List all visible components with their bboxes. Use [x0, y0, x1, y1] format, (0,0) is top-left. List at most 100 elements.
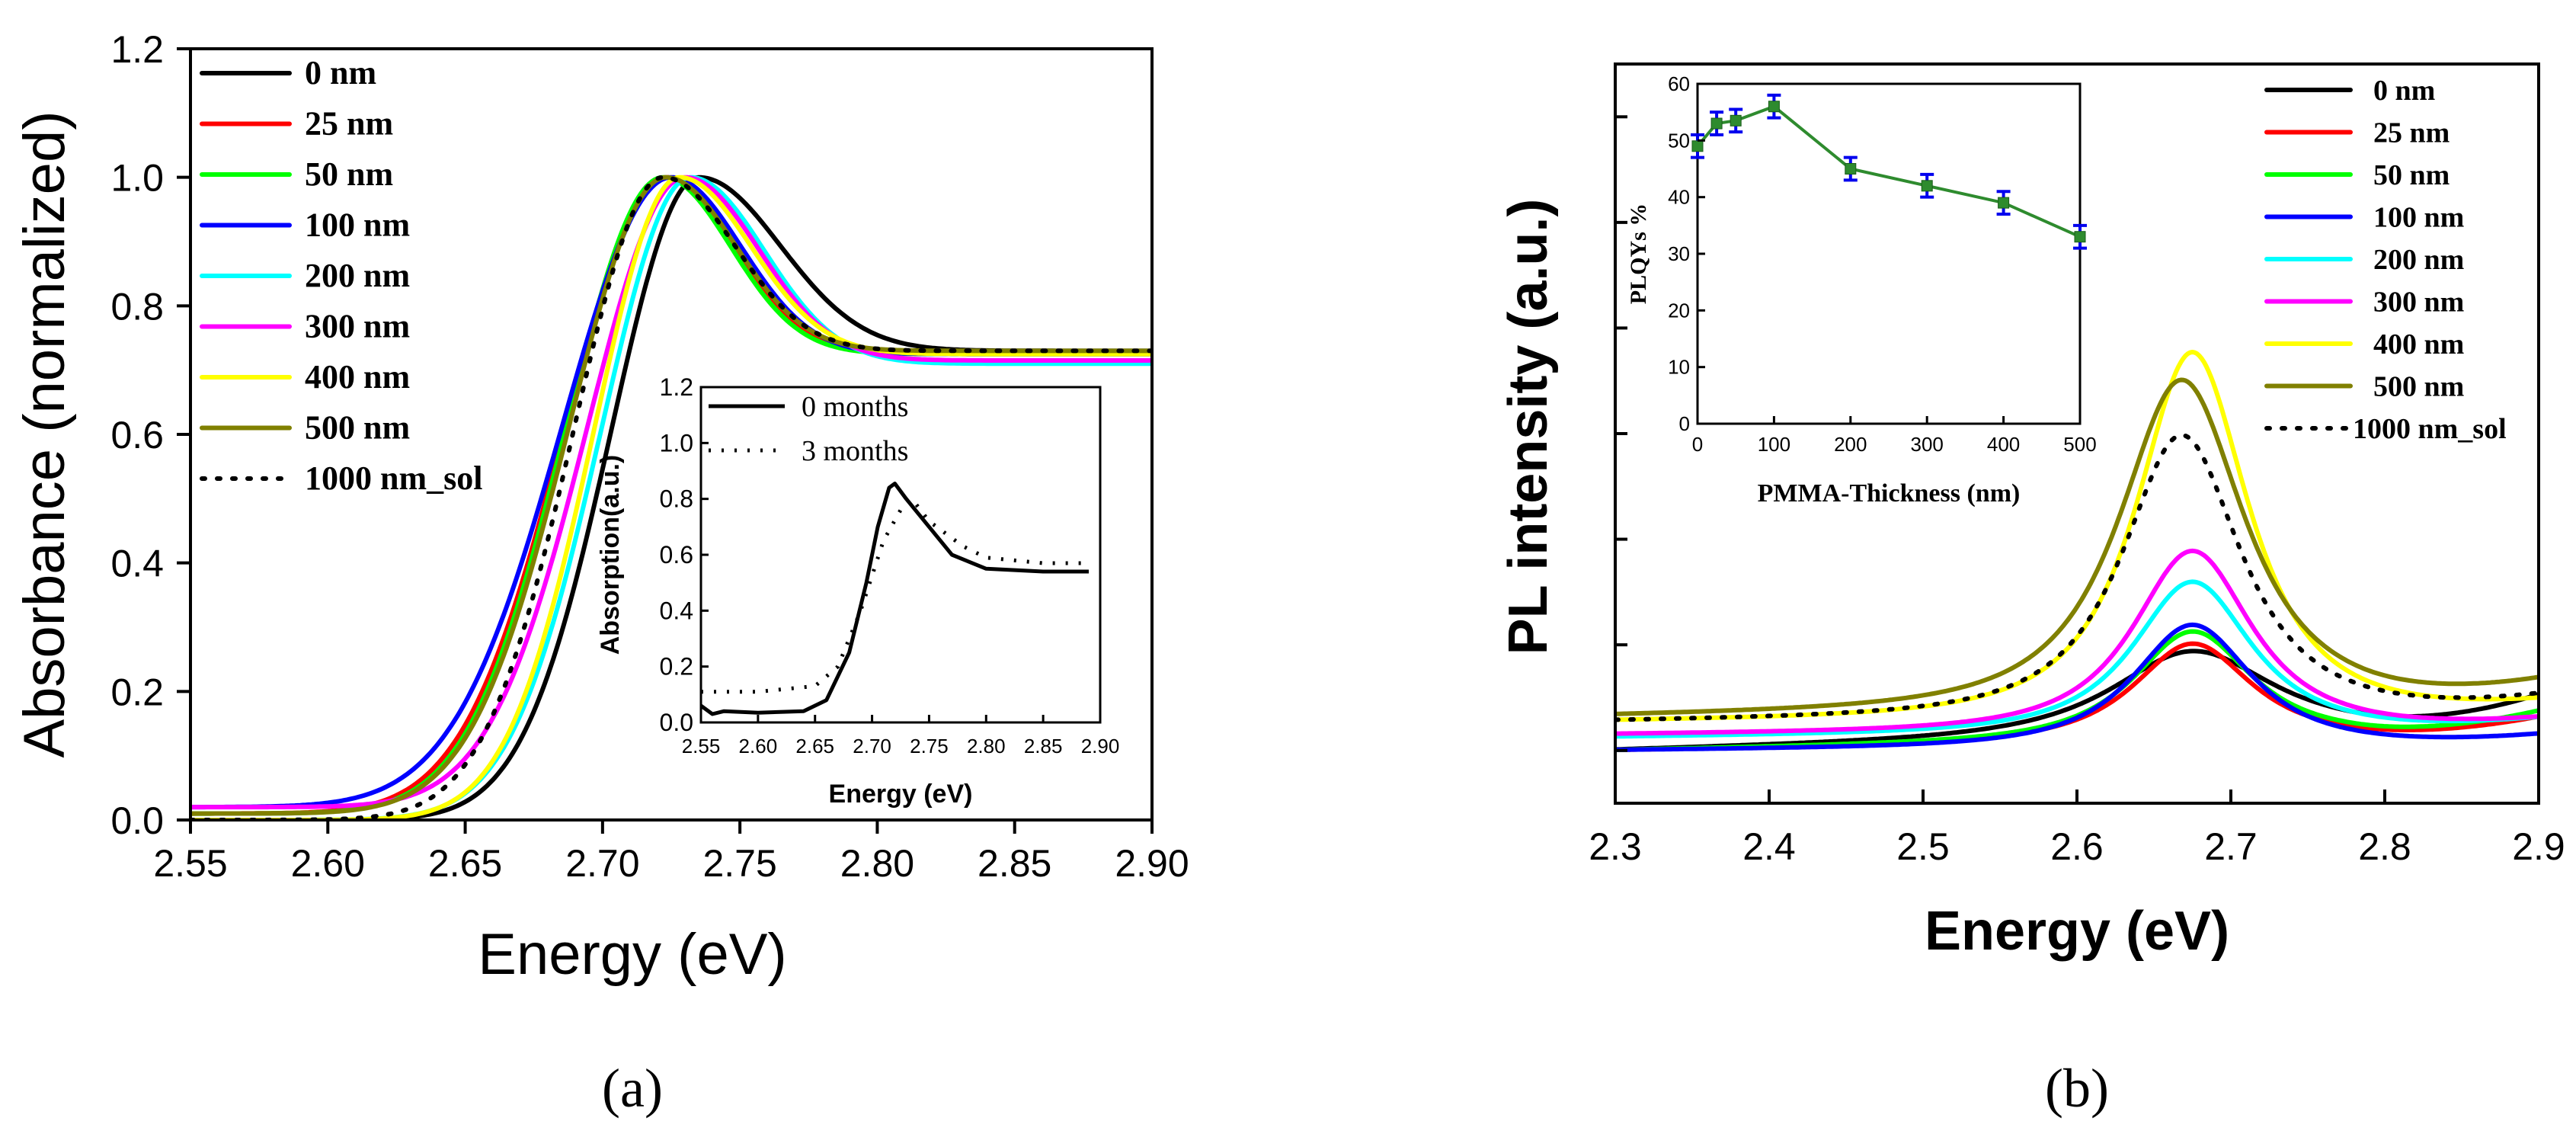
panel-a-y-tick-label: 0.6 [110, 414, 164, 456]
panel-b-inset-y-ticks: 0 10 20 30 40 50 60 [1668, 72, 1705, 435]
panel-b-legend: 0 nm 25 nm 50 nm 100 nm 200 nm 300 nm 400 nm 50… [2264, 75, 2507, 445]
panel-b-inset-x-tick-label: 400 [1987, 433, 2020, 456]
panel-a-y-ticks: 0.0 0.2 0.4 0.6 0.8 1.0 1.2 [110, 28, 190, 842]
panel-a-x-axis-label: Energy (eV) [478, 922, 787, 987]
panel-b-series-100-nm-line [1615, 622, 2539, 752]
panel-b-x-axis-label: Energy (eV) [1925, 901, 2229, 962]
panel-a-inset: 2.55 2.60 2.65 2.70 2.75 2.80 2.85 2.90 0.00.20… [596, 373, 1119, 809]
panel-a-inset-x-ticks: 2.55 2.60 2.65 2.70 2.75 2.80 2.85 2.90 [682, 715, 1120, 757]
panel-a-inset-y-ticks: 0.0 0.2 0.4 0.6 0.8 1.0 1.2 [660, 373, 709, 736]
panel-a-legend-label: 100 nm [305, 207, 410, 244]
panel-a-caption: (a) [602, 1058, 663, 1119]
panel-a-inset-y-tick-label: 0.0 [660, 709, 693, 736]
panel-b-legend-label: 0 nm [2373, 75, 2435, 107]
panel-b-x-tick-label: 2.4 [1742, 825, 1796, 868]
panel-b-series-500-nm-line [1615, 377, 2539, 716]
panel-a-inset-y-tick-label: 0.8 [660, 485, 693, 513]
panel-b-legend-label: 300 nm [2373, 287, 2464, 319]
panel-b-inset-x-tick-label: 100 [1758, 433, 1790, 456]
panel-a-legend-label: 50 nm [305, 155, 393, 193]
panel-b-inset-x-ticks: 0 100 200 300 400 500 [1692, 416, 2097, 456]
panel-a-series-300-nm-line [190, 175, 1152, 810]
panel-b-inset-x-tick-label: 0 [1692, 433, 1703, 456]
panel-b-inset-y-tick-label: 60 [1668, 72, 1690, 95]
panel-b-y-ticks [1615, 115, 1627, 752]
panel-a-y-tick-label: 1.0 [110, 157, 164, 200]
panel-b-inset-data-point [1691, 140, 1704, 152]
panel-a-inset-curves [701, 482, 1089, 716]
panel-a-x-ticks: 2.55 2.60 2.65 2.70 2.75 2.80 2.85 2.90 [153, 820, 1189, 885]
panel-a-inset-x-tick-label: 2.80 [967, 735, 1006, 757]
panel-b-x-tick-label: 2.7 [2204, 825, 2258, 868]
panel-b-inset-frame [1696, 82, 2082, 425]
panel-a-x-tick-label: 2.75 [702, 842, 776, 885]
panel-b-legend-label: 100 nm [2373, 202, 2464, 234]
panel-a-x-tick-label: 2.70 [565, 842, 639, 885]
panel-a-inset-y-tick-label: 0.6 [660, 541, 693, 568]
panel-a-inset-y-tick-label: 1.0 [660, 429, 693, 456]
panel-b-inset-x-axis-label: PMMA-Thickness (nm) [1758, 479, 2021, 508]
panel-b-inset-y-tick-label: 20 [1668, 299, 1690, 322]
panel-b-caption: (b) [2045, 1058, 2109, 1119]
panel-a-legend-label: 400 nm [305, 358, 410, 396]
panel-b-legend-label: 400 nm [2373, 328, 2464, 360]
panel-b-series-1000-nm-sol-line [1615, 432, 2539, 722]
panel-a-inset-x-tick-label: 2.75 [910, 735, 949, 757]
panel-b-x-ticks: 2.3 2.4 2.5 2.6 2.7 2.8 2.9 [1589, 789, 2565, 868]
panel-a-legend: 0 nm 25 nm 50 nm 100 nm 200 nm 300 nm 400 nm 50… [200, 54, 482, 497]
panel-a-y-tick-label: 0.8 [110, 285, 164, 328]
panel-b-inset-y-axis-label: PLQYs % [1626, 203, 1651, 305]
panel-b-inset-data-point [1998, 197, 2010, 209]
panel-b-inset-x-tick-label: 200 [1834, 433, 1867, 456]
panel-a-inset-y-tick-label: 0.4 [660, 597, 693, 624]
panel-b-inset-x-tick-label: 500 [2063, 433, 2096, 456]
panel-a-x-tick-label: 2.85 [978, 842, 1051, 885]
panel-b-inset-data-point [2074, 231, 2086, 243]
panel-a-x-tick-label: 2.90 [1115, 842, 1189, 885]
panel-a-inset-frame [699, 386, 1102, 724]
panel-b-inset-data-point [1710, 117, 1723, 130]
panel-a-legend-label: 300 nm [305, 308, 410, 345]
panel-a-inset-legend-label: 0 months [802, 391, 908, 423]
panel-b-legend-label: 50 nm [2373, 159, 2450, 191]
panel-a-y-axis-label: Absorbance (normalized) [12, 110, 77, 757]
panel-a-inset-y-axis-label: Absorption(a.u.) [596, 455, 625, 655]
panel-b-inset-y-tick-label: 10 [1668, 356, 1690, 379]
panel-b-legend-label: 1000 nm_sol [2353, 413, 2507, 445]
panel-b-series-300-nm-line [1615, 548, 2539, 736]
panel-a-legend-label: 25 nm [305, 105, 393, 143]
panel-b-inset-data-point [1768, 101, 1780, 113]
panel-b-inset-data-point [1845, 163, 1857, 175]
panel-a-inset-y-tick-label: 1.2 [660, 373, 693, 401]
panel-a-inset-x-tick-label: 2.65 [795, 735, 834, 757]
panel-b-x-tick-label: 2.6 [2050, 825, 2104, 868]
panel-b-x-tick-label: 2.8 [2358, 825, 2411, 868]
panel-b-inset-plot [1691, 93, 2087, 250]
panel-b-series-200-nm-line [1615, 579, 2539, 739]
panel-a-y-tick-label: 0.2 [110, 671, 164, 713]
panel-b-x-tick-label: 2.9 [2512, 825, 2565, 868]
panel-a-inset-x-axis-label: Energy (eV) [829, 780, 973, 809]
panel-a-y-tick-label: 0.4 [110, 543, 164, 585]
panel-a-x-tick-label: 2.60 [291, 842, 365, 885]
panel-a-inset-x-tick-label: 2.90 [1081, 735, 1120, 757]
panel-a-inset-x-tick-label: 2.60 [739, 735, 778, 757]
panel-a-x-tick-label: 2.65 [428, 842, 502, 885]
panel-b: 2.3 2.4 2.5 2.6 2.7 2.8 2.9 Energy (eV) PL int… [1498, 62, 2565, 1119]
panel-b-legend-label: 25 nm [2373, 117, 2450, 149]
panel-b-inset-y-tick-label: 50 [1668, 129, 1690, 152]
panel-b-y-axis-label: PL intensity (a.u.) [1498, 199, 1559, 655]
panel-b-inset-y-tick-label: 30 [1668, 242, 1690, 265]
panel-a-legend-label: 200 nm [305, 257, 410, 294]
panel-a-x-tick-label: 2.55 [153, 842, 227, 885]
panel-b-x-tick-label: 2.5 [1896, 825, 1950, 868]
panel-b-inset-y-tick-label: 40 [1668, 186, 1690, 209]
panel-b-inset-y-tick-label: 0 [1679, 412, 1690, 435]
panel-b-inset: 0 100 200 300 400 500 0 10 20 30 40 50 60 PMMA-Thic… [1626, 72, 2097, 508]
panel-a-x-tick-label: 2.80 [840, 842, 914, 885]
panel-a-inset-x-tick-label: 2.70 [853, 735, 891, 757]
panel-a-y-tick-label: 0.0 [110, 799, 164, 842]
panel-a-inset-series-0-months-line [701, 482, 1089, 716]
panel-a-inset-y-tick-label: 0.2 [660, 653, 693, 681]
panel-a-inset-x-tick-label: 2.85 [1024, 735, 1063, 757]
